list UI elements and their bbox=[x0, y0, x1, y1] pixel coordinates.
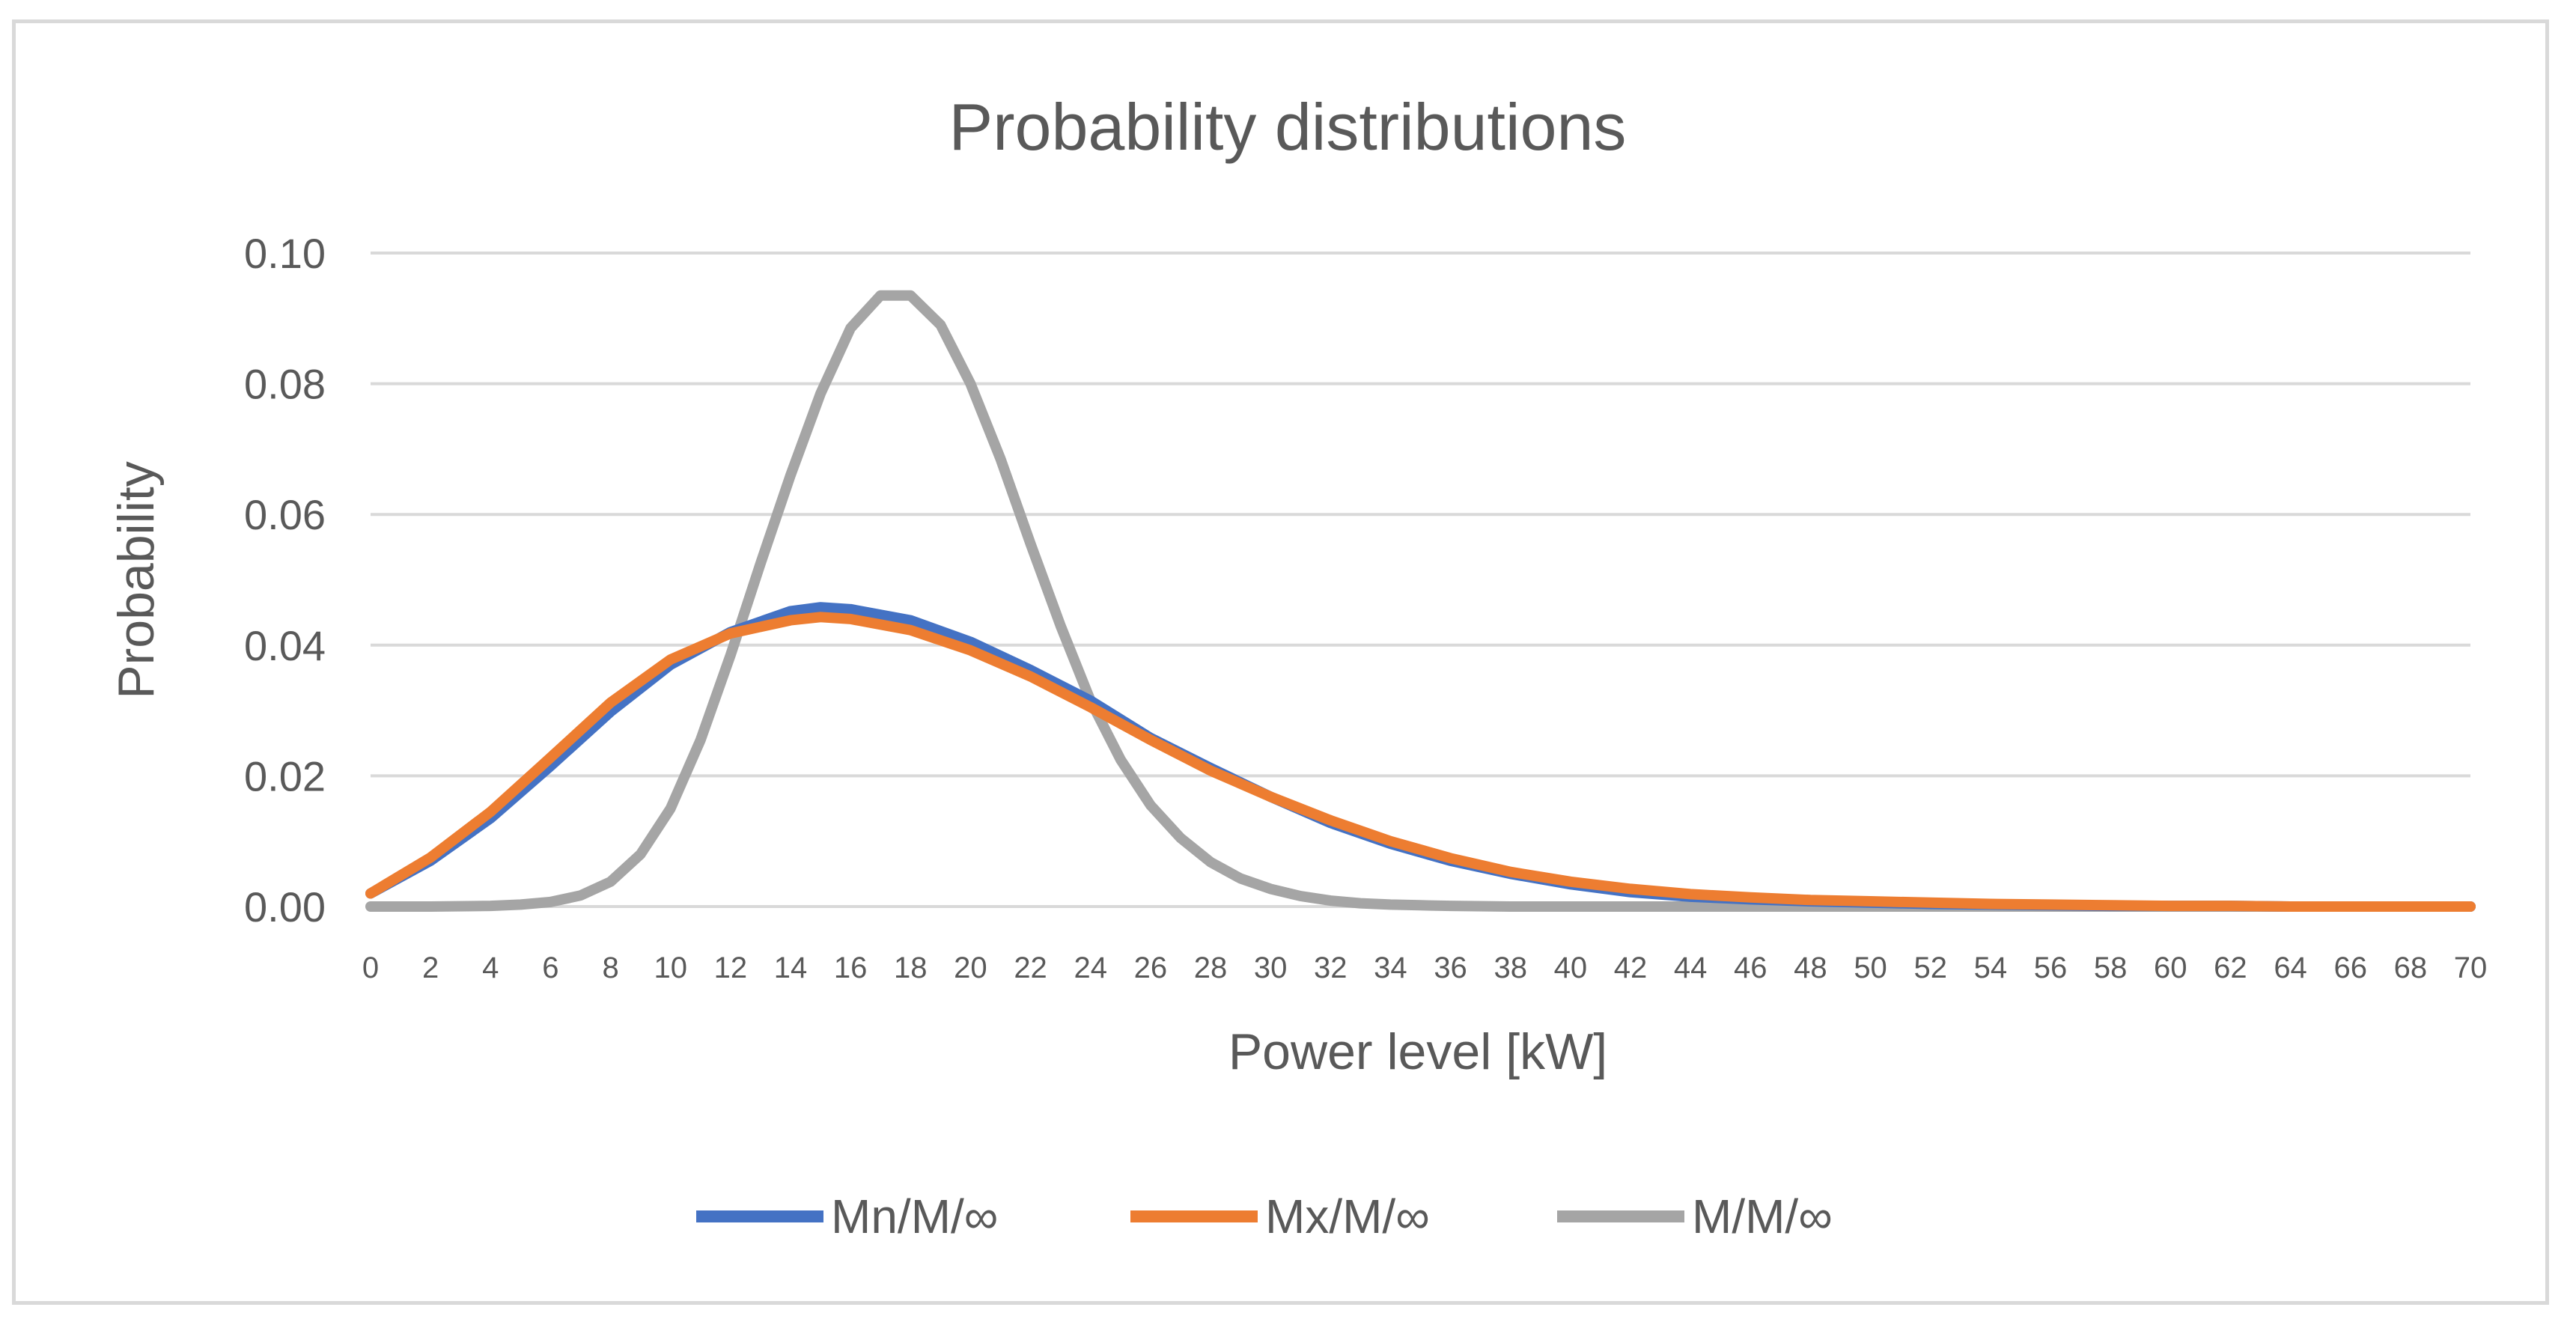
x-tick-label: 38 bbox=[1493, 951, 1527, 984]
x-tick-label: 62 bbox=[2214, 951, 2247, 984]
legend-label: Mx/M/∞ bbox=[1265, 1190, 1430, 1243]
x-axis-label: Power level [kW] bbox=[1228, 1023, 1607, 1080]
x-tick-label: 42 bbox=[1614, 951, 1648, 984]
x-tick-label: 36 bbox=[1434, 951, 1467, 984]
x-tick-label: 18 bbox=[894, 951, 928, 984]
legend-label: M/M/∞ bbox=[1692, 1190, 1833, 1243]
x-tick-label: 20 bbox=[954, 951, 987, 984]
y-tick-label: 0.06 bbox=[244, 491, 326, 538]
series-line-3 bbox=[365, 290, 2476, 912]
x-tick-label: 54 bbox=[1974, 951, 2008, 984]
y-tick-label: 0.02 bbox=[244, 752, 326, 799]
y-tick-label: 0.04 bbox=[244, 622, 326, 669]
x-tick-label: 28 bbox=[1194, 951, 1228, 984]
y-axis-label: Probability bbox=[108, 461, 165, 699]
x-tick-label: 44 bbox=[1674, 951, 1708, 984]
x-tick-label: 52 bbox=[1913, 951, 1947, 984]
x-tick-label: 0 bbox=[362, 951, 379, 984]
x-tick-label: 50 bbox=[1854, 951, 1887, 984]
x-tick-label: 12 bbox=[714, 951, 748, 984]
x-tick-label: 2 bbox=[422, 951, 439, 984]
x-tick-label: 34 bbox=[1374, 951, 1407, 984]
y-tick-label: 0.08 bbox=[244, 361, 326, 408]
x-tick-label: 8 bbox=[602, 951, 618, 984]
x-tick-label: 32 bbox=[1314, 951, 1348, 984]
x-tick-label: 68 bbox=[2394, 951, 2428, 984]
x-tick-label: 64 bbox=[2274, 951, 2307, 984]
x-tick-label: 24 bbox=[1074, 951, 1107, 984]
legend-label: Mn/M/∞ bbox=[831, 1190, 998, 1243]
chart-frame bbox=[12, 19, 2549, 1305]
series-line-2 bbox=[365, 612, 2476, 912]
x-tick-label: 22 bbox=[1014, 951, 1047, 984]
x-tick-label: 58 bbox=[2094, 951, 2128, 984]
x-tick-label: 10 bbox=[654, 951, 687, 984]
x-tick-label: 26 bbox=[1134, 951, 1168, 984]
x-axis-ticks: 0 2 4 6 8 10 12 14 16 18 20 22 24 26 28 30 32 34 36 38 40 42 4… bbox=[362, 951, 2487, 984]
gridlines bbox=[371, 252, 2470, 778]
chart-title: Probability distributions bbox=[949, 90, 1627, 164]
x-tick-label: 48 bbox=[1794, 951, 1827, 984]
x-tick-label: 6 bbox=[542, 951, 558, 984]
x-tick-label: 46 bbox=[1734, 951, 1767, 984]
y-axis-ticks: 0.00 0.02 0.04 0.06 0.08 0.10 bbox=[244, 230, 326, 930]
y-tick-label: 0.00 bbox=[244, 883, 326, 930]
series-lines bbox=[365, 290, 2476, 912]
y-tick-label: 0.10 bbox=[244, 230, 326, 277]
x-tick-label: 70 bbox=[2454, 951, 2488, 984]
legend: Mn/M/∞ Mx/M/∞ M/M/∞ bbox=[696, 1190, 1833, 1243]
x-tick-label: 66 bbox=[2333, 951, 2367, 984]
x-tick-label: 60 bbox=[2154, 951, 2187, 984]
x-tick-label: 30 bbox=[1254, 951, 1288, 984]
x-tick-label: 40 bbox=[1554, 951, 1588, 984]
x-tick-label: 56 bbox=[2034, 951, 2068, 984]
x-tick-label: 16 bbox=[834, 951, 868, 984]
x-tick-label: 4 bbox=[482, 951, 499, 984]
x-tick-label: 14 bbox=[774, 951, 808, 984]
